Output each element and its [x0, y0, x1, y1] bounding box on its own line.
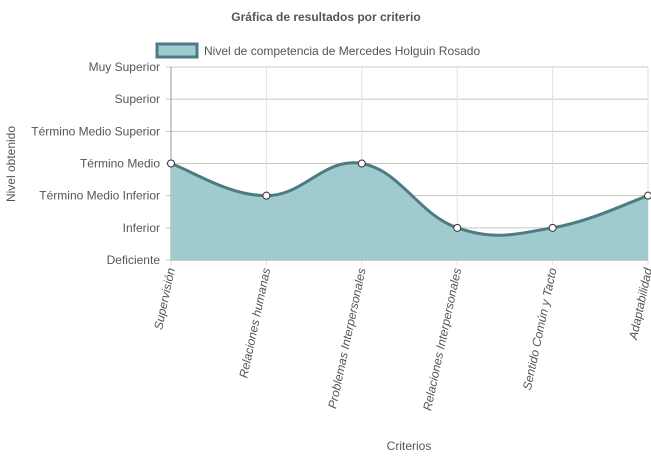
legend-swatch	[155, 42, 199, 59]
y-tick-label: Término Medio	[80, 157, 160, 171]
data-point[interactable]	[548, 223, 557, 232]
legend[interactable]: Nivel de competencia de Mercedes Holguin…	[155, 42, 480, 59]
y-tick-label: Superior	[115, 92, 160, 106]
x-axis-title: Criterios	[387, 439, 432, 453]
y-tick-label: Deficiente	[107, 253, 161, 267]
x-tick-label: Relaciones Interpersonales	[420, 267, 464, 412]
y-axis-title: Nivel obtenido	[4, 126, 18, 202]
x-tick-label: Adaptabilidad	[626, 266, 651, 341]
data-point[interactable]	[453, 223, 462, 232]
legend-label: Nivel de competencia de Mercedes Holguin…	[204, 44, 480, 58]
x-axis-ticks: Supervisión Relaciones humanas Problemas I…	[151, 266, 651, 411]
data-point[interactable]	[167, 159, 175, 168]
x-tick-label: Problemas Interpersonales	[325, 267, 369, 410]
series-line	[170, 161, 649, 237]
x-tick-label: Supervisión	[151, 266, 178, 331]
y-tick-label: Término Medio Superior	[31, 124, 160, 138]
series-area	[170, 161, 649, 260]
data-point[interactable]	[262, 191, 271, 200]
y-tick-label: Término Medio Inferior	[39, 189, 160, 203]
chart-title: Gráfica de resultados por criterio	[231, 10, 420, 24]
x-tick-label: Relaciones humanas	[236, 267, 273, 380]
data-point[interactable]	[644, 191, 651, 200]
x-tick-label: Sentido Común y Tacto	[520, 266, 560, 391]
series-fill	[171, 162, 648, 260]
y-tick-label: Muy Superior	[89, 60, 160, 74]
y-tick-label: Inferior	[123, 221, 160, 235]
data-point[interactable]	[357, 159, 366, 168]
y-axis-ticks: Deficiente Inferior Término Medio Inferior…	[31, 60, 160, 267]
data-points[interactable]	[167, 159, 651, 232]
